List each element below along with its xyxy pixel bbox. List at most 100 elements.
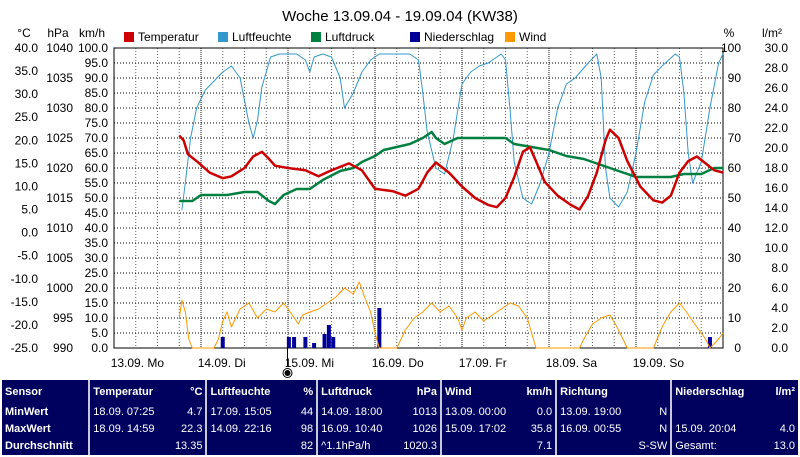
series-line-wind xyxy=(178,281,724,349)
tick-label-rain: 6.0 xyxy=(771,281,788,295)
stats-header-rain: Niederschlag xyxy=(670,380,750,405)
stats-header-temp: Temperatur xyxy=(88,380,167,405)
tick-label-hpa: 1015 xyxy=(46,191,73,205)
tick-label-celsius: -15.0 xyxy=(11,295,39,309)
axis-units: °C hPa km/h% l/m² xyxy=(17,26,782,40)
stats-header-temp-unit: °C xyxy=(190,385,203,398)
legend-swatch xyxy=(505,32,515,42)
stats-cell-value: 7.1 xyxy=(536,440,553,453)
stats-cell-value: 35.8 xyxy=(530,423,553,436)
stats-cell-value: N xyxy=(659,406,668,419)
tick-label-percent: 0 xyxy=(734,341,741,355)
precipitation-bar xyxy=(312,343,317,348)
x-axis: 13.09. Mo 14.09. Di 15.09. Mi 16.09. Do 17.0… xyxy=(111,356,685,370)
stats-row-label: MaxWert xyxy=(5,423,51,436)
tick-label-hpa: 1020 xyxy=(46,161,73,175)
stats-cell-value: 4.0 xyxy=(779,423,795,436)
legend: Temperatur Luftfeuchte Luftdruck Niederschl… xyxy=(124,30,546,44)
precipitation-bar xyxy=(331,337,336,348)
tick-label-celsius: -10.0 xyxy=(11,272,39,286)
tick-label-celsius: -25.0 xyxy=(11,341,39,355)
stats-header-hum-unit: % xyxy=(303,385,314,398)
x-tick-label: 15.09. Mi xyxy=(285,356,334,370)
legend-swatch xyxy=(410,32,420,42)
stats-cell-time xyxy=(555,438,636,455)
tick-label-rain: 16.0 xyxy=(765,181,789,195)
x-tick-label: 13.09. Mo xyxy=(111,356,165,370)
stats-cell-value: 0.0 xyxy=(536,406,553,419)
tick-label-kmh: 95.0 xyxy=(85,56,109,70)
axis-unit-kmh: km/h xyxy=(79,26,105,40)
stats-cell-value: 13.35 xyxy=(174,440,203,453)
stats-header-press-unit: hPa xyxy=(416,385,437,398)
tick-label-rain: 24.0 xyxy=(765,101,789,115)
legend-label: Wind xyxy=(519,30,546,44)
tick-label-rain: 20.0 xyxy=(765,141,789,155)
weather-chart: Woche 13.09.04 - 19.09.04 (KW38) °C hPa km… xyxy=(11,8,789,378)
tick-label-rain: 18.0 xyxy=(765,161,789,175)
legend-swatch xyxy=(124,32,134,42)
precipitation-bars xyxy=(220,308,712,348)
tick-label-kmh: 20.0 xyxy=(85,281,109,295)
tick-label-kmh: 90.0 xyxy=(85,71,109,85)
tick-label-rain: 10.0 xyxy=(765,241,789,255)
stats-row-label: MinWert xyxy=(5,406,49,419)
tick-label-rain: 12.0 xyxy=(765,221,789,235)
stats-cell-value: 1013 xyxy=(412,406,437,419)
tick-label-celsius: 5.0 xyxy=(21,203,38,217)
tick-label-kmh: 10.0 xyxy=(85,311,109,325)
stats-cell-time xyxy=(670,404,750,422)
tick-label-rain: 14.0 xyxy=(765,201,789,215)
tick-label-kmh: 40.0 xyxy=(85,221,109,235)
stats-cell-time: 18.09. 14:59 xyxy=(88,421,167,439)
series-line-temperatur xyxy=(178,128,724,211)
stats-header-hum: Luftfeuchte xyxy=(205,380,284,405)
tick-label-percent: 50 xyxy=(728,191,742,205)
stats-cell-value: S-SW xyxy=(638,440,668,453)
stats-cell-time xyxy=(205,438,284,455)
stats-cell-value: 13.0 xyxy=(773,440,795,453)
tick-label-kmh: 25.0 xyxy=(85,266,109,280)
x-tick-label: 14.09. Di xyxy=(198,356,246,370)
tick-label-kmh: 75.0 xyxy=(85,116,109,130)
tick-label-rain: 28.0 xyxy=(765,61,789,75)
tick-label-rain: 26.0 xyxy=(765,81,789,95)
stats-cell-time xyxy=(88,438,167,455)
axis-unit-rain: l/m² xyxy=(762,26,782,40)
tick-label-hpa: 1030 xyxy=(46,101,73,115)
stats-header-row: Sensor Temperatur °C Luftfeuchte % Luftd… xyxy=(2,380,798,405)
tick-label-hpa: 990 xyxy=(53,341,73,355)
tick-label-kmh: 80.0 xyxy=(85,101,109,115)
precipitation-bar xyxy=(707,337,712,348)
tick-label-hpa: 995 xyxy=(53,311,73,325)
stats-cell-time: 15.09. 17:02 xyxy=(439,421,521,439)
stats-row-label: Durchschnitt xyxy=(5,440,73,453)
stats-cell-value: 1020.3 xyxy=(403,440,437,453)
stats-header-wind-unit: km/h xyxy=(526,385,553,398)
legend-swatch xyxy=(311,32,321,42)
tick-label-percent: 10 xyxy=(728,311,742,325)
time-marker-dot xyxy=(284,370,291,376)
precipitation-bar xyxy=(220,337,225,348)
x-tick-label: 16.09. Do xyxy=(372,356,424,370)
x-tick-label: 18.09. Sa xyxy=(546,356,598,370)
series-line-luftdruck xyxy=(179,130,723,206)
tick-label-kmh: 100.0 xyxy=(78,41,108,55)
stats-cell-value: 44 xyxy=(300,406,314,419)
tick-label-kmh: 30.0 xyxy=(85,251,109,265)
tick-label-celsius: 25.0 xyxy=(15,110,39,124)
tick-label-percent: 30 xyxy=(728,251,742,265)
precipitation-bar xyxy=(326,325,331,348)
stats-cell-time xyxy=(439,438,521,455)
stats-cell-value: N xyxy=(659,423,668,436)
tick-label-kmh: 15.0 xyxy=(85,296,109,310)
tick-label-kmh: 70.0 xyxy=(85,131,109,145)
stats-cell-value: 98 xyxy=(300,423,314,436)
stats-row-min: MinWert 18.09. 07:25 4.7 17.09. 15:05 44… xyxy=(2,404,798,422)
legend-label: Luftdruck xyxy=(325,30,375,44)
tick-label-hpa: 1010 xyxy=(46,221,73,235)
chart-title: Woche 13.09.04 - 19.09.04 (KW38) xyxy=(282,8,518,25)
stats-cell-time: 17.09. 15:05 xyxy=(205,404,284,422)
stats-cell-time: 16.09. 00:55 xyxy=(555,421,636,439)
tick-label-percent: 80 xyxy=(728,101,742,115)
